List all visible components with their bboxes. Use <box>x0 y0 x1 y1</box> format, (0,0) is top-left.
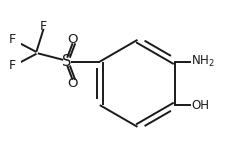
Text: F: F <box>40 20 47 33</box>
Text: F: F <box>9 59 16 73</box>
Text: O: O <box>67 77 78 90</box>
Text: S: S <box>63 54 72 69</box>
Text: OH: OH <box>191 99 209 112</box>
Text: NH$_2$: NH$_2$ <box>191 54 215 69</box>
Text: F: F <box>9 33 16 46</box>
Text: O: O <box>67 33 78 46</box>
